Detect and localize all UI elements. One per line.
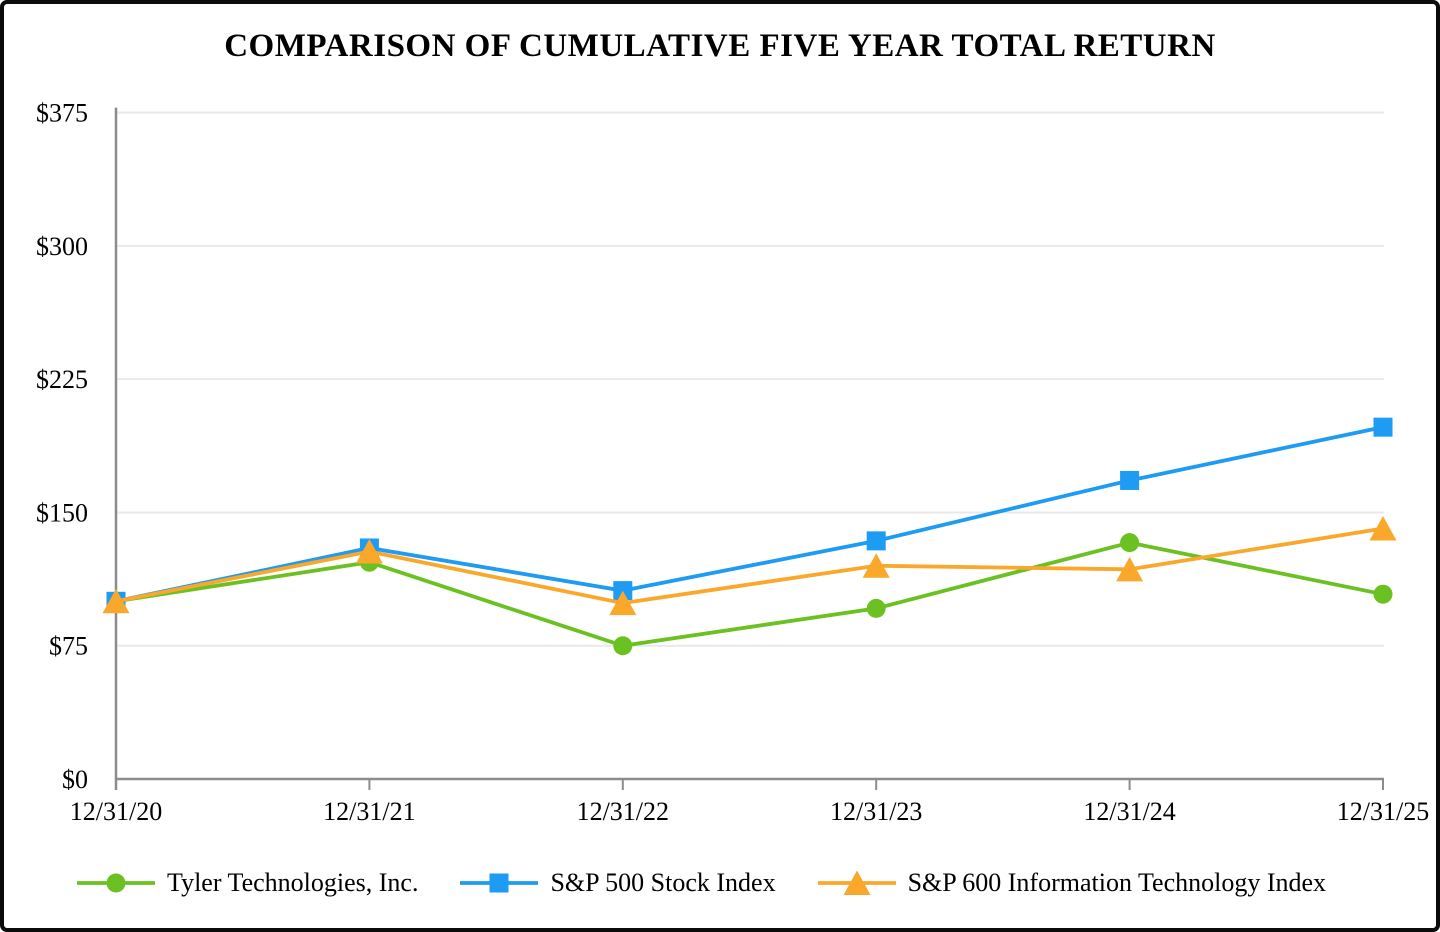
legend-entry-sp600-it: S&P 600 Information Technology Index [817,868,1327,898]
circle-marker-icon [77,869,155,897]
data-point [866,531,886,551]
data-point [1120,470,1140,490]
legend: Tyler Technologies, Inc. S&P 500 Stock I… [77,868,1326,898]
data-point [862,553,890,578]
data-point [1373,584,1393,604]
x-tick-label: 12/31/25 [1337,797,1429,826]
chart-title: COMPARISON OF CUMULATIVE FIVE YEAR TOTAL… [224,28,1216,64]
legend-label: S&P 500 Stock Index [550,868,776,897]
y-tick-label: $300 [36,232,88,261]
y-tick-label: $150 [36,498,88,527]
series-line [115,526,1384,606]
triangle-marker-icon [817,869,896,897]
y-tick-label: $0 [62,765,88,794]
line-chart-plot: 12/31/20 12/31/21 12/31/22 12/31/23 12/31/24… [36,99,1429,826]
y-tick-label: $75 [49,632,88,661]
x-tick-label: 12/31/22 [577,797,669,826]
data-point [1116,556,1144,582]
data-point [489,873,509,893]
x-tick-label: 12/31/23 [830,797,922,826]
data-point [1369,515,1397,541]
data-point [102,588,130,614]
x-tick-label: 12/31/21 [323,797,415,826]
data-point [1373,417,1393,437]
x-tick-label: 12/31/24 [1083,797,1175,826]
data-point [843,870,871,895]
data-point [866,598,886,618]
legend-label: Tyler Technologies, Inc. [167,868,419,897]
x-tick-label: 12/31/20 [70,797,162,826]
series-s-p-500-stock-index [106,417,1393,611]
legend-entry-sp500: S&P 500 Stock Index [460,868,776,898]
square-marker-icon [460,869,539,897]
legend-entry-tyler-technologies: Tyler Technologies, Inc. [77,868,418,898]
data-point [106,873,126,893]
data-point [609,590,637,616]
series-s-p-600-information-technology-index [102,515,1397,616]
data-point [355,539,383,564]
series-line [115,540,1384,648]
data-point [1120,533,1140,553]
y-tick-label: $375 [36,99,88,128]
legend-label: S&P 600 Information Technology Index [907,868,1327,897]
series-tyler-technologies-inc [106,533,1393,656]
series-line [115,425,1384,604]
y-tick-label: $225 [36,365,88,394]
data-point [613,636,633,656]
